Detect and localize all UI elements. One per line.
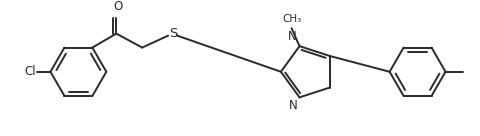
- Text: Cl: Cl: [24, 65, 36, 78]
- Text: N: N: [288, 99, 297, 112]
- Text: CH₃: CH₃: [281, 14, 300, 24]
- Text: S: S: [169, 27, 177, 40]
- Text: O: O: [113, 0, 123, 13]
- Text: N: N: [287, 30, 296, 43]
